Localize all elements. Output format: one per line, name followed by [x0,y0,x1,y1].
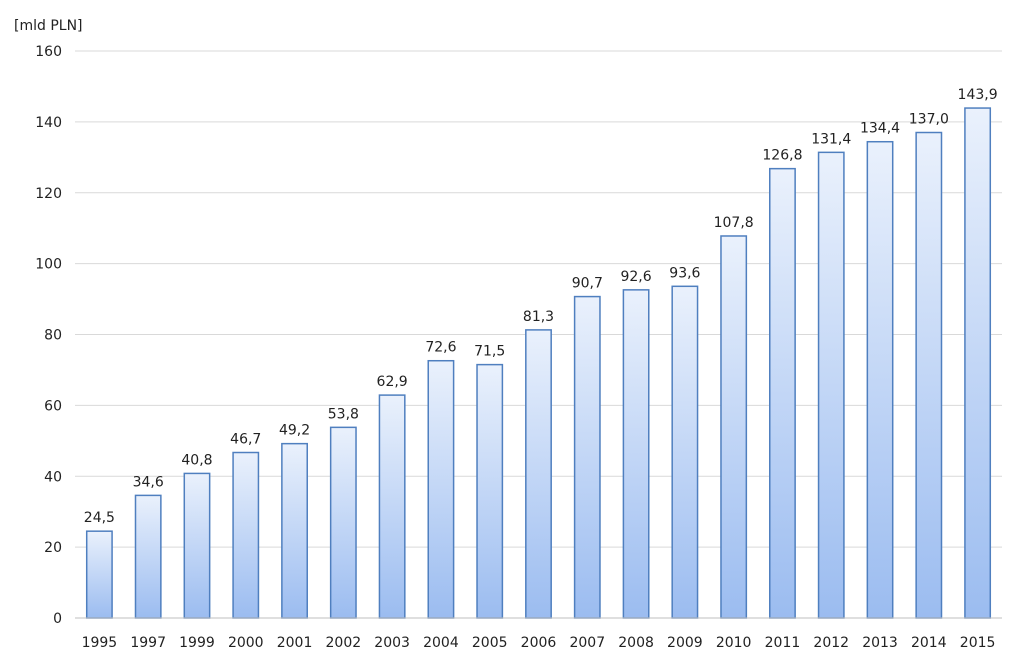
y-tick-label: 0 [53,611,62,627]
bar-1999 [183,472,211,619]
data-label: 81,3 [523,309,554,325]
x-tick-label: 2011 [765,635,801,651]
data-label: 62,9 [377,374,408,390]
y-unit-label: [mld PLN] [14,18,83,34]
x-tick-label: 2004 [423,635,459,651]
y-axis-ticks: 0 20 40 60 80 100 120 140 160 [35,44,62,627]
y-tick-label: 160 [35,44,62,60]
x-tick-label: 1997 [130,635,166,651]
data-label: 134,4 [860,121,900,137]
x-tick-label: 2007 [569,635,605,651]
x-axis-ticks: 1995 1997 1999 2000 2001 2002 2003 2004 2005 2006… [82,635,996,651]
bar-2007 [573,295,601,619]
y-tick-label: 80 [44,328,62,344]
x-tick-label: 2006 [521,635,557,651]
x-tick-label: 2002 [326,635,362,651]
bar-2012 [817,151,845,619]
bar-2008 [622,289,650,619]
bar-1995 [85,530,113,619]
x-tick-label: 2003 [374,635,410,651]
y-tick-label: 100 [35,257,62,273]
bar-2006 [525,329,552,619]
x-tick-label: 2015 [960,635,996,651]
x-tick-label: 1995 [82,635,118,651]
x-tick-label: 2012 [813,635,849,651]
x-tick-label: 2010 [716,635,752,651]
data-label: 71,5 [474,344,505,360]
bar-2015 [964,107,992,619]
bar-2010 [720,235,748,619]
data-label: 24,5 [84,510,115,526]
y-tick-label: 140 [35,115,62,131]
data-label: 34,6 [133,474,164,490]
data-label: 90,7 [572,276,603,292]
data-label: 137,0 [909,112,949,128]
bar-2004 [427,359,455,619]
x-tick-label: 2008 [618,635,654,651]
bar-2009 [671,285,699,619]
data-label: 40,8 [181,452,212,468]
bars [85,107,992,619]
x-tick-label: 2001 [277,635,313,651]
data-label: 46,7 [230,432,261,448]
y-tick-label: 20 [44,540,62,556]
data-label: 72,6 [425,340,456,356]
bar-2003 [378,394,406,619]
x-tick-label: 1999 [179,635,215,651]
x-tick-label: 2014 [911,635,947,651]
data-label: 49,2 [279,423,310,439]
bar-2000 [232,451,260,619]
data-label: 107,8 [714,215,754,231]
x-tick-label: 2013 [862,635,898,651]
y-tick-label: 40 [44,469,62,485]
bar-2005 [476,363,504,619]
data-label: 53,8 [328,406,359,422]
bar-2002 [329,426,357,619]
bar-2014 [915,131,943,619]
data-label: 143,9 [958,87,998,103]
data-label: 126,8 [762,148,802,164]
bar-2013 [866,140,894,619]
x-tick-label: 2000 [228,635,264,651]
data-label: 93,6 [669,265,700,281]
x-tick-label: 2005 [472,635,508,651]
data-label: 92,6 [620,269,651,285]
bar-2011 [769,167,796,619]
data-labels: 24,5 34,6 40,8 46,7 49,2 53,8 62,9 72,6 71,5 81,3… [84,87,998,526]
y-tick-label: 60 [44,398,62,414]
data-label: 131,4 [811,131,851,147]
x-tick-label: 2009 [667,635,703,651]
bar-1997 [134,494,162,619]
y-tick-label: 120 [35,186,62,202]
bar-2001 [281,442,308,619]
